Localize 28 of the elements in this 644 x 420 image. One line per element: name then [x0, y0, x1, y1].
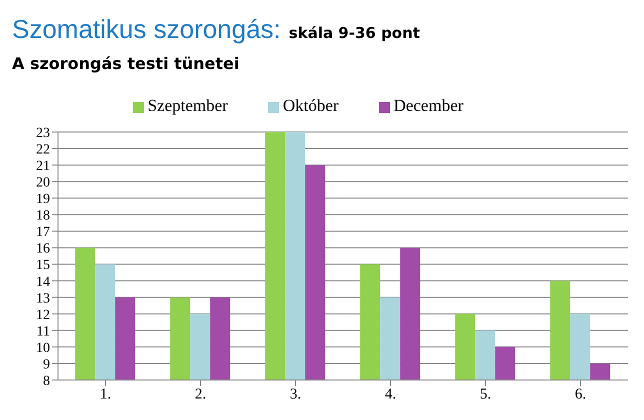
y-tick-label: 11: [36, 324, 50, 340]
y-tick-label: 15: [36, 258, 50, 274]
y-tick-label: 8: [43, 374, 50, 389]
y-tick-label: 19: [36, 192, 50, 208]
x-tick-label: 4.: [384, 386, 396, 403]
x-tick-label: 2.: [194, 386, 206, 403]
y-tick-label: 21: [36, 159, 50, 174]
y-tick-label: 14: [36, 274, 50, 290]
y-tick-label: 17: [36, 225, 50, 240]
x-tick-label: 3.: [290, 386, 302, 403]
y-tick-label: 22: [36, 142, 50, 158]
chart-subtitle: A szorongás testi tünetei: [12, 54, 240, 73]
text: skála 9-36 pont: [288, 24, 420, 42]
y-tick-label: 18: [36, 208, 50, 224]
x-tick-label: 5.: [480, 386, 492, 403]
y-tick-label: 16: [36, 242, 50, 257]
legend-label: Október: [282, 96, 339, 115]
x-tick-label: 1.: [100, 386, 112, 403]
x-tick-label: 6.: [574, 386, 586, 403]
y-tick-label: 12: [36, 308, 50, 323]
legend-label: Szeptember: [148, 96, 228, 115]
y-tick-label: 20: [36, 176, 50, 191]
y-tick-label: 9: [43, 357, 50, 372]
y-tick-label: 13: [36, 291, 50, 306]
chart-title: Szomatikus szorongás:: [12, 14, 281, 44]
legend-label: December: [394, 96, 464, 115]
y-tick-label: 10: [36, 340, 50, 356]
y-tick-label: 23: [36, 126, 50, 141]
